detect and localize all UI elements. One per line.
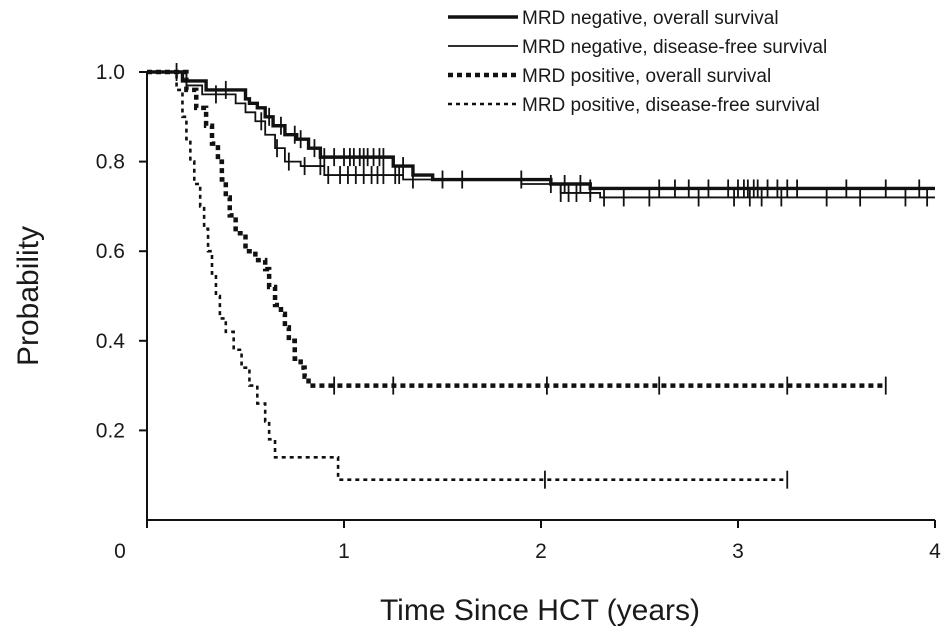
series-layer xyxy=(147,69,935,481)
series-line-4 xyxy=(147,70,788,481)
ticks: 0.2 0.4 0.6 0.8 1.0 0 1 2 3 4 xyxy=(96,61,941,563)
legend-label: MRD positive, disease-free survival xyxy=(522,95,820,116)
y-tick-label: 1.0 xyxy=(96,61,125,84)
y-tick-label: 0.6 xyxy=(96,240,125,263)
legend-label: MRD negative, disease-free survival xyxy=(522,37,827,58)
x-tick-label: 3 xyxy=(732,540,744,563)
axes xyxy=(146,72,935,521)
series-line-2 xyxy=(147,71,935,199)
y-tick-label: 0.8 xyxy=(96,151,125,174)
x-tick-label: 1 xyxy=(338,540,350,563)
legend: MRD negative, overall survival MRD negati… xyxy=(448,8,827,116)
x-axis-title: Time Since HCT (years) xyxy=(380,594,700,627)
legend-label: MRD positive, overall survival xyxy=(522,66,771,87)
y-tick-label: 0.4 xyxy=(96,330,126,353)
series-line-3 xyxy=(147,69,886,388)
y-axis-title: Probability xyxy=(12,226,45,366)
x-tick-label: 2 xyxy=(535,540,547,563)
x-tick-label: 0 xyxy=(114,540,126,563)
y-tick-label: 0.2 xyxy=(96,419,125,442)
censor-layer xyxy=(175,63,929,489)
legend-label: MRD negative, overall survival xyxy=(522,8,779,29)
x-tick-label: 4 xyxy=(929,540,941,563)
